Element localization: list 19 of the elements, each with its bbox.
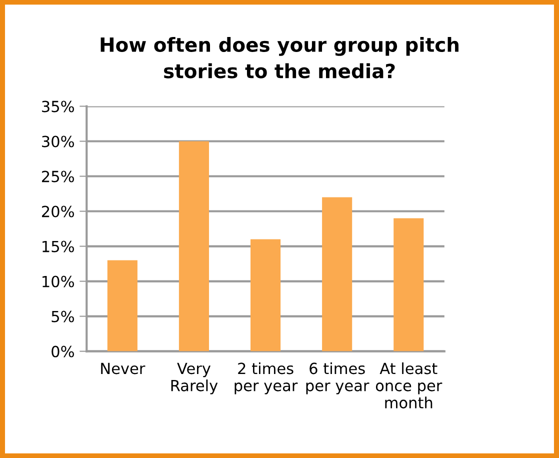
- x-tick-label: 2 times per year: [234, 362, 298, 394]
- x-tick-label: Very Rarely: [171, 362, 218, 394]
- y-tick-label: 30%: [42, 136, 74, 148]
- y-tick-label: 15%: [42, 240, 74, 252]
- bar: [107, 260, 138, 352]
- y-tick-label: 0%: [52, 346, 74, 358]
- y-tick-label: 10%: [42, 276, 74, 288]
- y-tick-label: 5%: [52, 310, 74, 322]
- y-tick-label: 25%: [42, 170, 74, 182]
- bar: [394, 218, 424, 352]
- x-tick-label: Never: [101, 362, 146, 374]
- x-tick-label: 6 times per year: [306, 362, 370, 394]
- y-tick-label: 20%: [42, 206, 74, 218]
- bar: [178, 141, 209, 352]
- bar: [250, 239, 281, 352]
- chart-title: How often does your group pitch stories to the media?: [100, 36, 458, 78]
- y-tick-label: 35%: [42, 100, 74, 112]
- x-tick-label: At least once per month: [376, 362, 442, 408]
- bar: [322, 197, 352, 352]
